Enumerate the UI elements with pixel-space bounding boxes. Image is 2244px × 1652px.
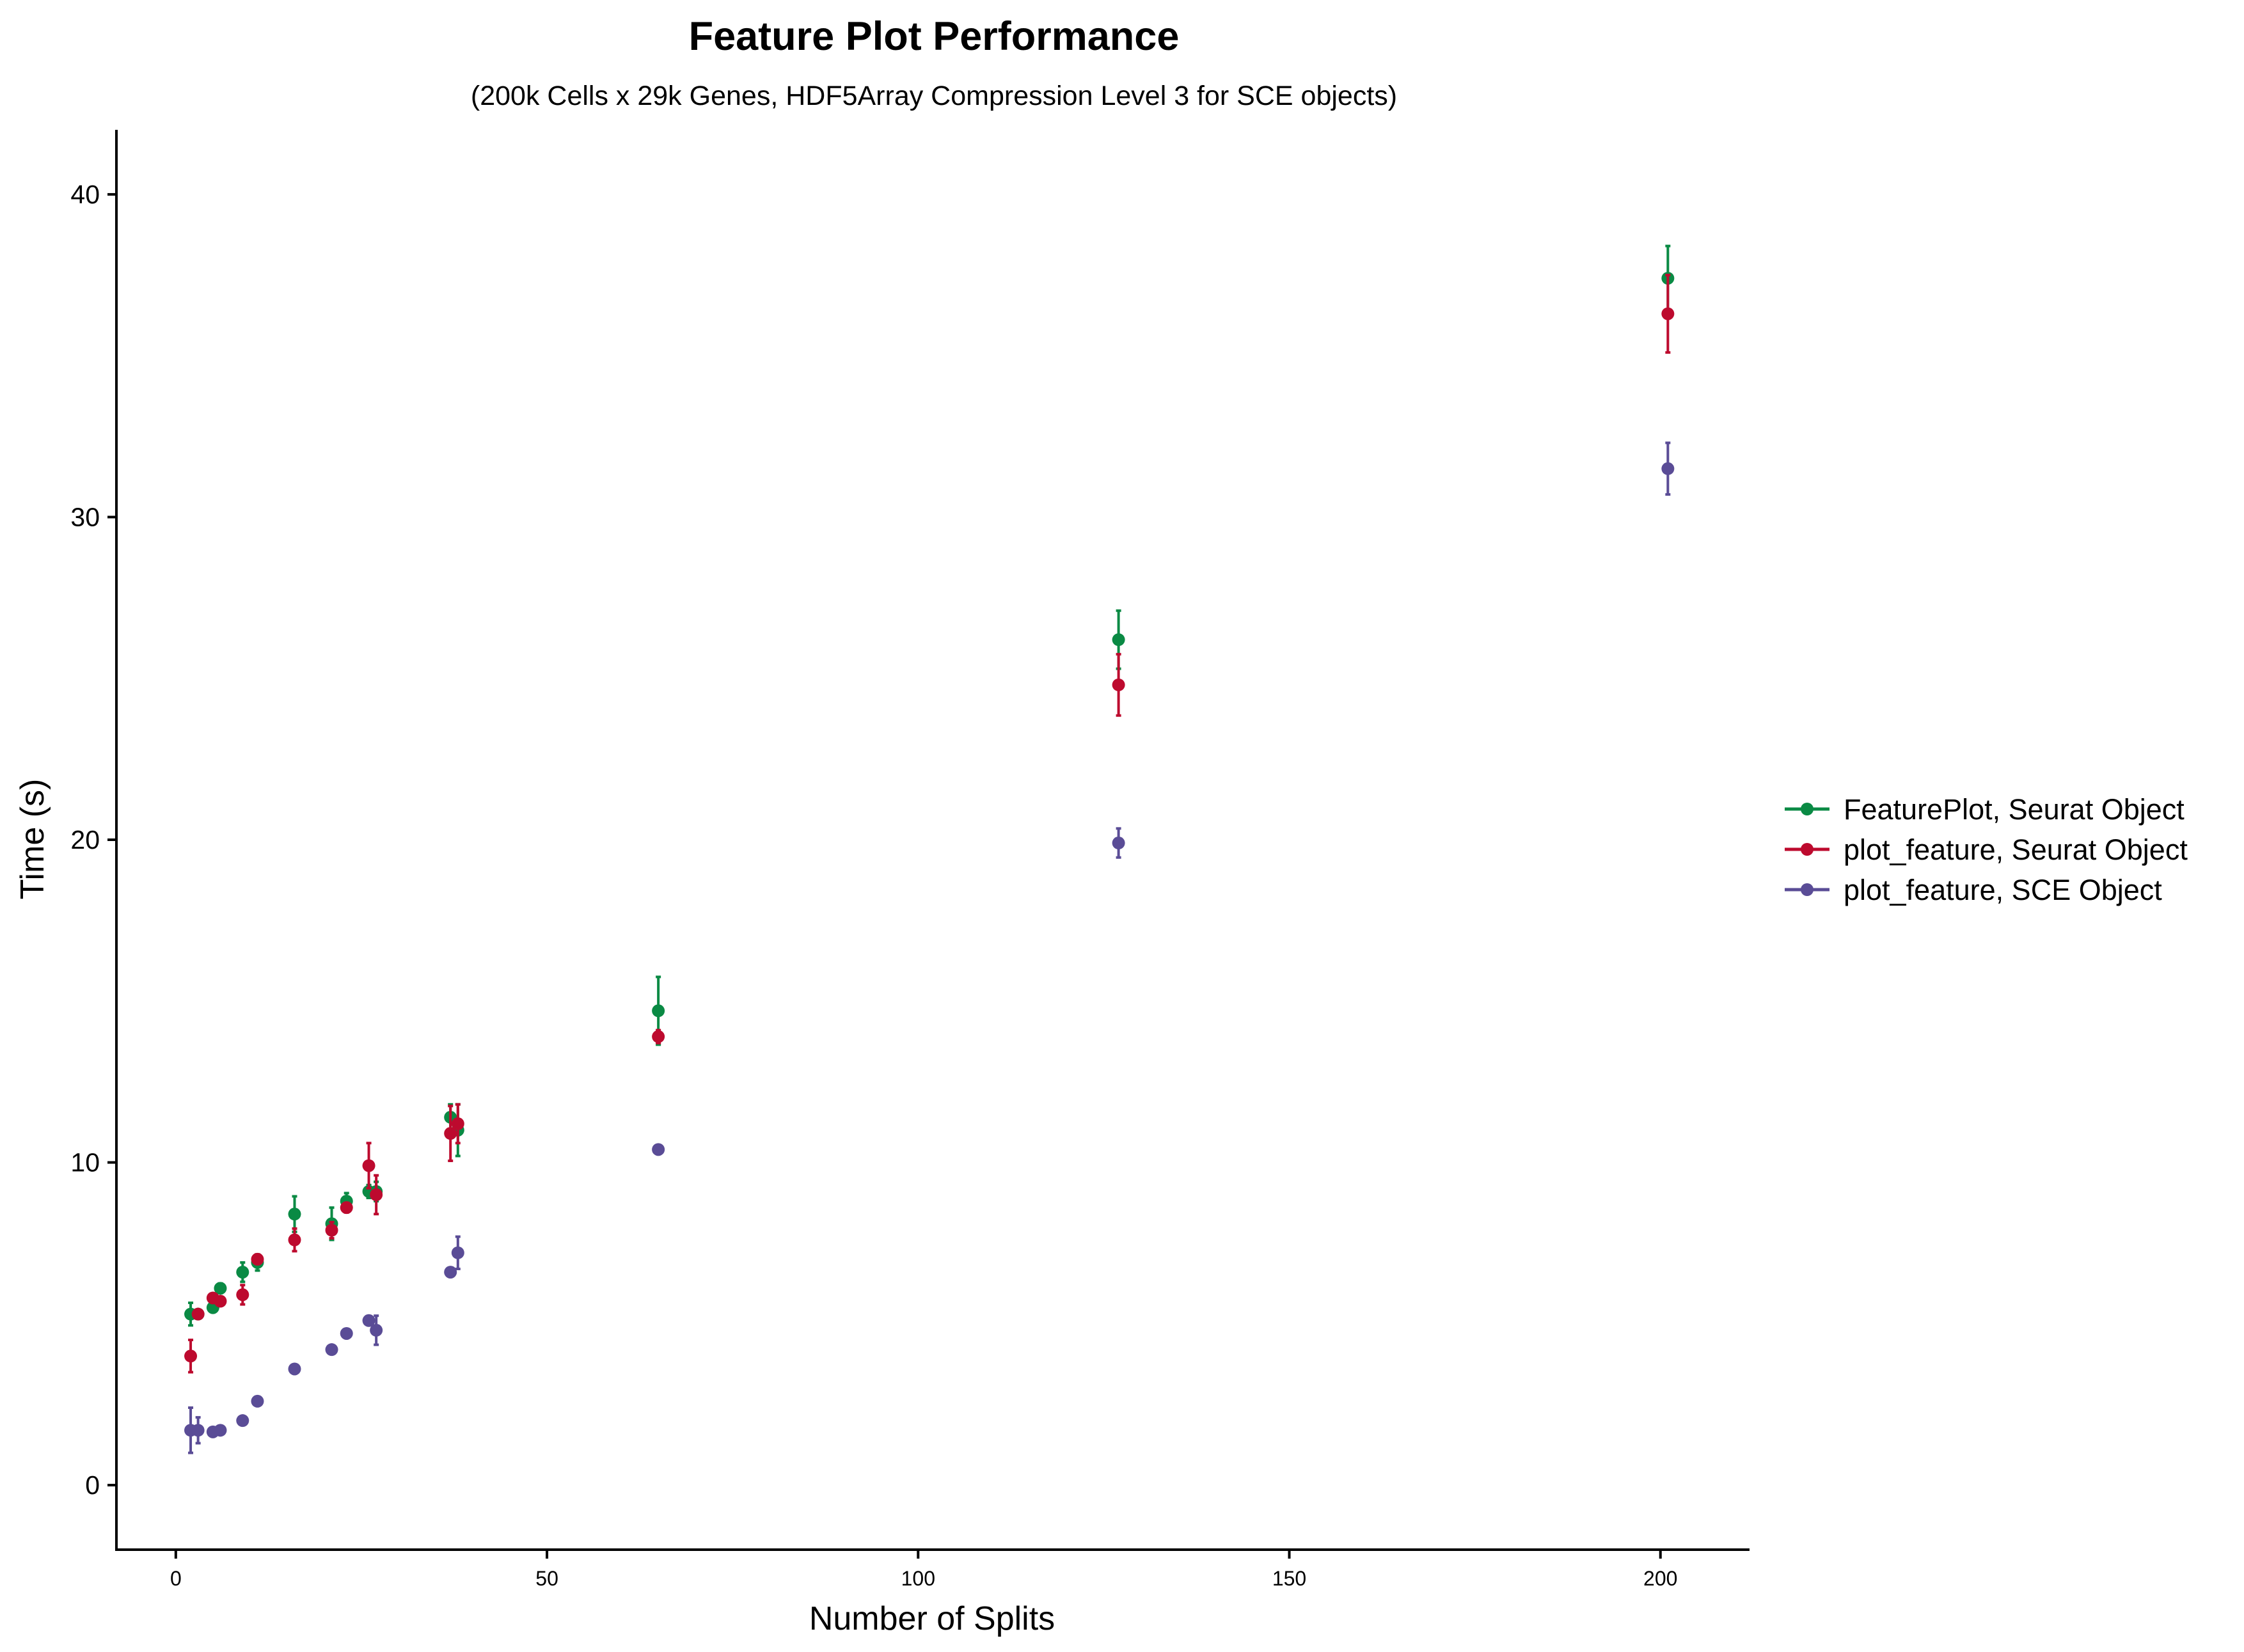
data-point [251,1394,264,1408]
data-point [1661,307,1675,320]
x-tick-label: 150 [1272,1567,1306,1590]
data-point [184,1349,198,1363]
legend-label: plot_feature, Seurat Object [1844,833,2188,866]
y-axis-ticks: 0 10 20 30 40 [70,180,116,1500]
data-point [340,1326,353,1340]
data-point [325,1223,338,1237]
x-tick-label: 200 [1643,1567,1677,1590]
x-axis-title: Number of Splits [809,1600,1055,1637]
legend: FeaturePlot, Seurat Object plot_feature, … [1785,793,2188,906]
y-tick-label: 40 [70,180,100,209]
data-point [652,1143,665,1156]
data-point [444,1127,457,1140]
data-point [444,1266,457,1279]
plot-area [184,244,1675,1454]
legend-label: FeaturePlot, Seurat Object [1844,793,2185,826]
y-axis-title: Time (s) [14,779,51,900]
legend-label: plot_feature, SCE Object [1844,874,2162,906]
data-point [214,1282,227,1295]
series-2 [184,274,1675,1374]
data-point [236,1266,249,1279]
data-point [214,1294,227,1308]
y-tick-label: 10 [70,1148,100,1177]
data-point [451,1246,464,1259]
legend-key-point [1801,883,1813,896]
data-point [288,1208,301,1221]
data-point [191,1307,205,1321]
data-point [1112,678,1125,691]
data-point [451,1117,464,1130]
data-point [251,1252,264,1266]
data-point [288,1362,301,1376]
data-point [214,1424,227,1437]
data-point [1112,837,1125,850]
data-point [370,1188,383,1201]
data-point [652,1030,665,1043]
data-point [191,1424,205,1437]
data-point [236,1288,249,1302]
y-tick-label: 20 [70,825,100,854]
series-3 [184,441,1675,1454]
legend-key-point [1801,843,1813,856]
x-tick-label: 0 [170,1567,182,1590]
y-tick-label: 0 [85,1470,100,1500]
x-tick-label: 100 [901,1567,935,1590]
data-point [1661,462,1675,475]
y-tick-label: 30 [70,502,100,531]
legend-key-point [1801,803,1813,815]
data-point [1112,633,1125,647]
x-tick-label: 50 [535,1567,558,1590]
series-1 [184,244,1675,1327]
data-point [340,1201,353,1215]
chart-title: Feature Plot Performance [689,14,1180,59]
data-point [236,1414,249,1428]
data-point [370,1323,383,1337]
data-point [325,1343,338,1357]
data-point [362,1314,375,1327]
chart-subtitle: (200k Cells x 29k Genes, HDF5Array Compr… [471,81,1397,111]
x-axis-ticks: 0 50 100 150 200 [170,1550,1677,1590]
data-point [362,1159,375,1172]
data-point [652,1004,665,1018]
data-point [288,1233,301,1247]
